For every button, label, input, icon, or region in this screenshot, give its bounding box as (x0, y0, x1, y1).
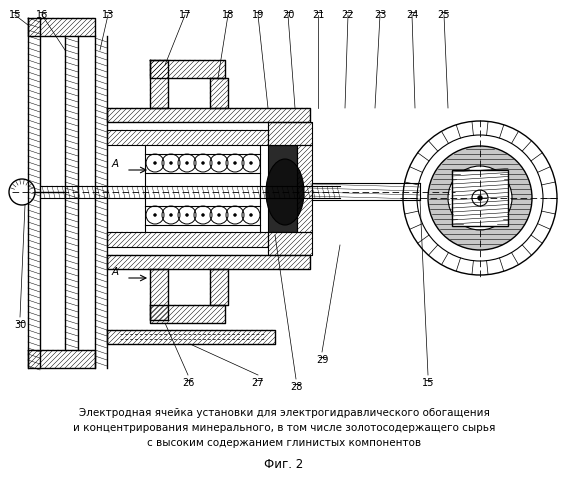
Circle shape (186, 162, 189, 164)
Text: 26: 26 (182, 378, 194, 388)
Circle shape (186, 214, 189, 216)
Text: 17: 17 (179, 10, 191, 20)
Circle shape (249, 162, 253, 164)
Circle shape (153, 162, 157, 164)
Circle shape (417, 135, 543, 261)
Ellipse shape (266, 159, 304, 225)
Polygon shape (452, 170, 508, 226)
Text: 18: 18 (222, 10, 234, 20)
Circle shape (233, 162, 236, 164)
Text: и концентрирования минерального, в том числе золотосодержащего сырья: и концентрирования минерального, в том ч… (73, 423, 495, 433)
Circle shape (202, 162, 204, 164)
Circle shape (448, 166, 512, 230)
Text: 13: 13 (102, 10, 114, 20)
Circle shape (169, 214, 173, 216)
Text: 16: 16 (36, 10, 48, 20)
Circle shape (478, 196, 482, 200)
Circle shape (218, 214, 220, 216)
Text: с высоким содержанием глинистых компонентов: с высоким содержанием глинистых компонен… (147, 438, 421, 448)
Text: Электродная ячейка установки для электрогидравлического обогащения: Электродная ячейка установки для электро… (78, 408, 490, 418)
Circle shape (218, 162, 220, 164)
Circle shape (202, 214, 204, 216)
Text: 20: 20 (282, 10, 294, 20)
Text: 19: 19 (252, 10, 264, 20)
Text: 29: 29 (316, 355, 328, 365)
Text: 15: 15 (9, 10, 21, 20)
Text: 24: 24 (406, 10, 418, 20)
Text: 21: 21 (312, 10, 324, 20)
Text: 15: 15 (422, 378, 434, 388)
Text: 27: 27 (252, 378, 264, 388)
Circle shape (403, 121, 557, 275)
Circle shape (9, 179, 35, 205)
Text: 28: 28 (290, 382, 302, 392)
Circle shape (249, 214, 253, 216)
Text: А: А (112, 267, 119, 277)
Text: 23: 23 (374, 10, 386, 20)
Circle shape (233, 214, 236, 216)
Circle shape (153, 214, 157, 216)
Text: 22: 22 (342, 10, 354, 20)
Text: А: А (112, 159, 119, 169)
Text: 30: 30 (14, 320, 26, 330)
Text: Фиг. 2: Фиг. 2 (264, 458, 304, 471)
Circle shape (472, 190, 488, 206)
Polygon shape (268, 145, 297, 232)
Circle shape (169, 162, 173, 164)
Text: 25: 25 (438, 10, 450, 20)
Circle shape (428, 146, 532, 250)
